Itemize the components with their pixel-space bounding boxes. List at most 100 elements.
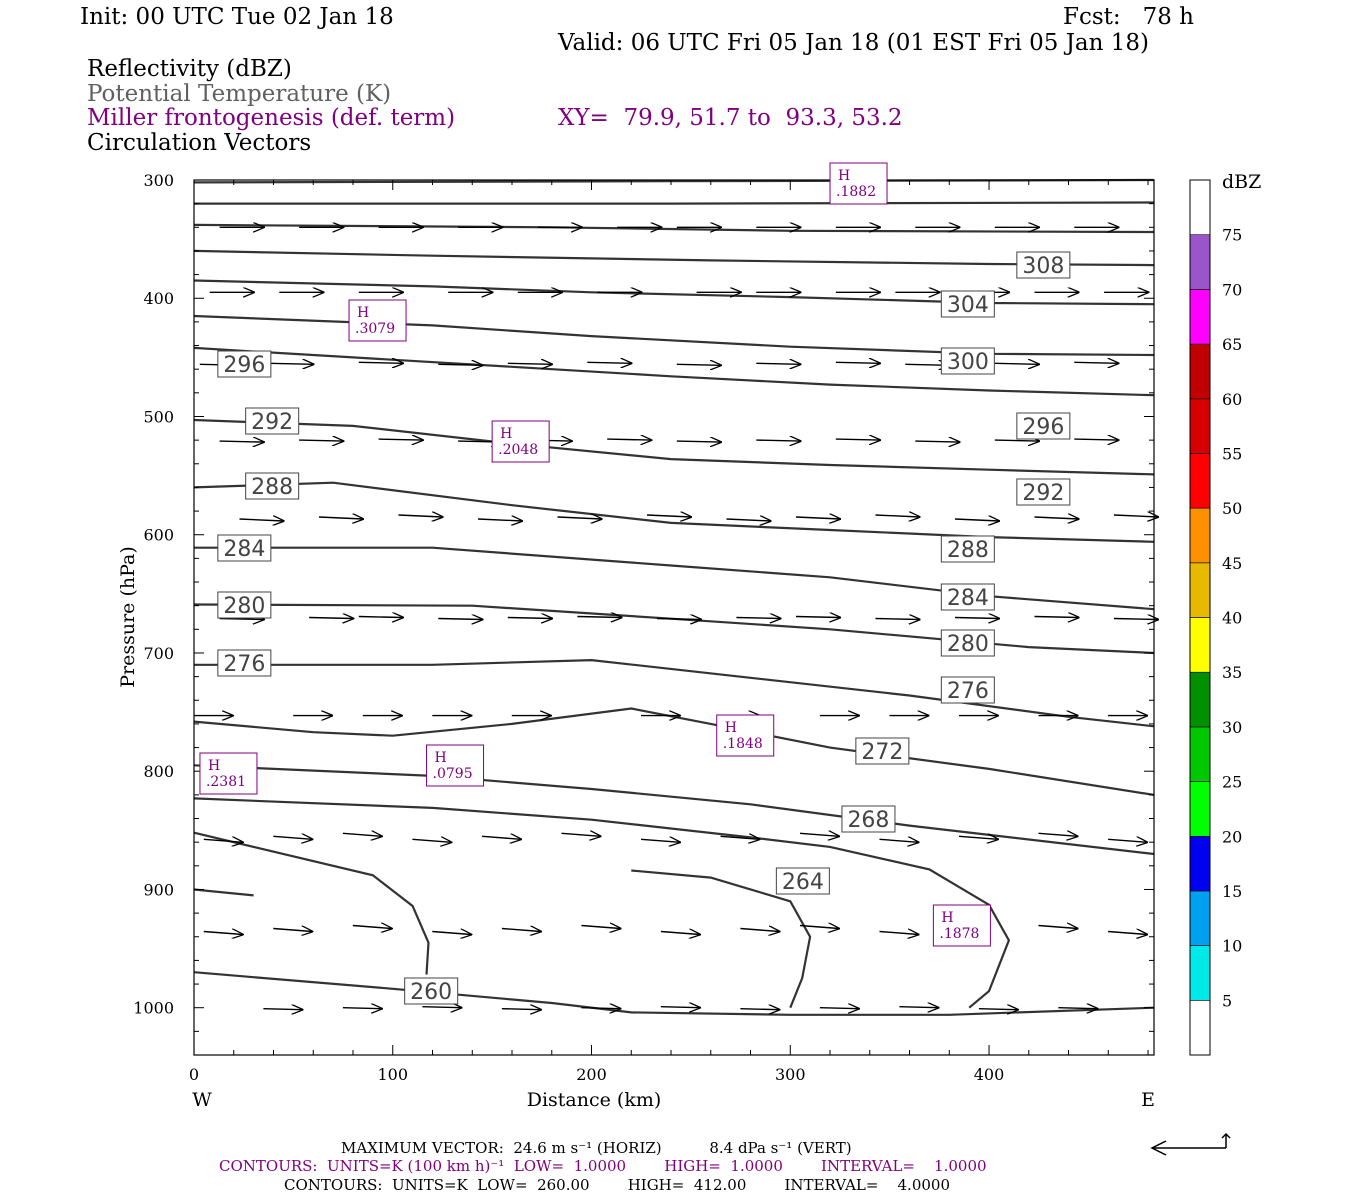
circulation-vector	[1108, 839, 1147, 842]
theta-contour-line	[193, 888, 254, 897]
theta-label-box	[841, 805, 896, 833]
high-mark: H	[838, 168, 850, 184]
colorbar-segment	[1189, 890, 1211, 946]
theta-label: 288	[940, 535, 995, 563]
theta-label-box	[217, 591, 272, 619]
theta-label-text: 276	[223, 652, 265, 677]
theta-label-box	[217, 534, 272, 562]
theta-contour-line	[193, 764, 1155, 856]
circulation-vector	[899, 1007, 938, 1008]
colorbar-level-label: 40	[1222, 609, 1242, 628]
colorbar: 5 10 15 20 25 30 35 40 45 50 55 60 65 70 75	[1189, 179, 1242, 1056]
axes: 0 100 200 300 400 300 400 500 600 700 800 900 1000	[133, 171, 1154, 1084]
circulation-vector	[422, 1007, 461, 1008]
theta-label: 300	[940, 347, 995, 375]
theta-label-box	[940, 583, 995, 611]
cross-section-coords: XY= 79.9, 51.7 to 93.3, 53.2	[558, 105, 903, 131]
theta-label: 268	[841, 805, 896, 833]
circulation-vector	[656, 619, 701, 620]
circulation-vector	[1108, 932, 1147, 935]
colorbar-level-label: 20	[1222, 827, 1242, 846]
circulation-vector	[239, 519, 284, 521]
field-reflectivity: Reflectivity (dBZ)	[87, 56, 292, 82]
theta-contour-line	[194, 546, 1155, 611]
frontogenesis-high: H.0795	[426, 744, 485, 787]
theta-label: 292	[1016, 478, 1071, 506]
circulation-vector	[273, 836, 312, 839]
circulation-vector	[352, 926, 392, 929]
circulation-vector	[219, 441, 264, 442]
colorbar-segment	[1189, 562, 1211, 618]
field-circulation-vectors: Circulation Vectors	[87, 130, 312, 156]
circulation-vector	[507, 618, 552, 619]
circulation-vector	[795, 517, 840, 519]
circulation-vector	[819, 1008, 859, 1009]
theta-contour-line	[193, 707, 1155, 796]
y-tick-label: 300	[143, 171, 174, 190]
high-value: .1848	[723, 736, 763, 752]
circulation-vector	[1074, 362, 1118, 363]
theta-label-text: 308	[1022, 254, 1064, 279]
y-tick-label: 400	[143, 289, 174, 308]
theta-label-box	[245, 472, 300, 500]
circulation-vector	[481, 836, 521, 839]
frontogenesis-high: H.1878	[932, 904, 991, 947]
colorbar-level-label: 55	[1222, 444, 1242, 463]
theta-label-text: 280	[947, 632, 989, 657]
circulation-vector	[676, 364, 721, 365]
circulation-vector	[915, 441, 959, 442]
high-value: .2048	[498, 442, 538, 458]
circulation-vector	[438, 364, 482, 365]
theta-label-box	[1016, 251, 1071, 279]
theta-label: 272	[855, 737, 910, 765]
y-tick-label: 800	[143, 762, 174, 781]
colorbar-segment	[1189, 507, 1211, 564]
theta-label: 304	[940, 290, 995, 318]
theta-label-box	[775, 867, 830, 895]
high-mark: H	[941, 910, 953, 926]
high-value: .2381	[206, 774, 246, 790]
circulation-vector	[501, 929, 541, 932]
colorbar-segment	[1189, 398, 1211, 454]
circulation-vector	[438, 619, 482, 620]
footer-contours-theta: CONTOURS: UNITS=K LOW= 260.00 HIGH= 412.…	[284, 1176, 950, 1194]
circulation-vector	[412, 839, 451, 842]
theta-contour-labels: 308 304 300 296 296 292 292 288 288 284 284 280 280 2…	[217, 251, 1071, 1005]
circulation-vector	[646, 515, 691, 517]
colorbar-level-label: 5	[1222, 991, 1232, 1010]
colorbar-level-label: 70	[1222, 280, 1242, 299]
y-axis-title: Pressure (hPa)	[117, 546, 139, 688]
plot-frame	[193, 179, 1155, 1056]
frontogenesis-high: H.2381	[199, 752, 258, 795]
circulation-vector	[1034, 517, 1079, 519]
theta-label-text: 264	[782, 870, 824, 895]
x-tick-label: 400	[974, 1065, 1005, 1084]
theta-label-box	[940, 347, 995, 375]
circulation-vector	[676, 441, 721, 442]
circulation-vector	[799, 833, 839, 836]
high-mark: H	[500, 426, 512, 442]
theta-label-text: 292	[1022, 481, 1064, 506]
circulation-vector	[581, 1008, 620, 1009]
colorbar-level-label: 60	[1222, 390, 1242, 409]
theta-contour-line	[193, 971, 1155, 1016]
colorbar-segment	[1189, 453, 1211, 509]
x-axis-title: Distance (km)	[527, 1089, 662, 1111]
circulation-vector	[879, 932, 919, 935]
footer-contours-frontogenesis: CONTOURS: UNITS=K (100 km h)⁻¹ LOW= 1.00…	[219, 1157, 987, 1175]
theta-label-text: 268	[847, 808, 889, 833]
circulation-vector	[358, 617, 403, 618]
y-tick-label: 1000	[133, 999, 174, 1018]
high-mark: H	[725, 720, 737, 736]
circulation-vector	[577, 617, 621, 618]
theta-label-text: 272	[861, 740, 903, 765]
high-label-box	[426, 744, 485, 787]
frontogenesis-high: H.1848	[716, 714, 775, 757]
circulation-vector	[994, 440, 1039, 441]
colorbar-level-label: 65	[1222, 335, 1242, 354]
circulation-vector	[561, 833, 601, 836]
theta-contours	[193, 178, 1155, 1016]
circulation-vector	[398, 515, 443, 517]
field-potential-temperature: Potential Temperature (K)	[87, 81, 392, 107]
